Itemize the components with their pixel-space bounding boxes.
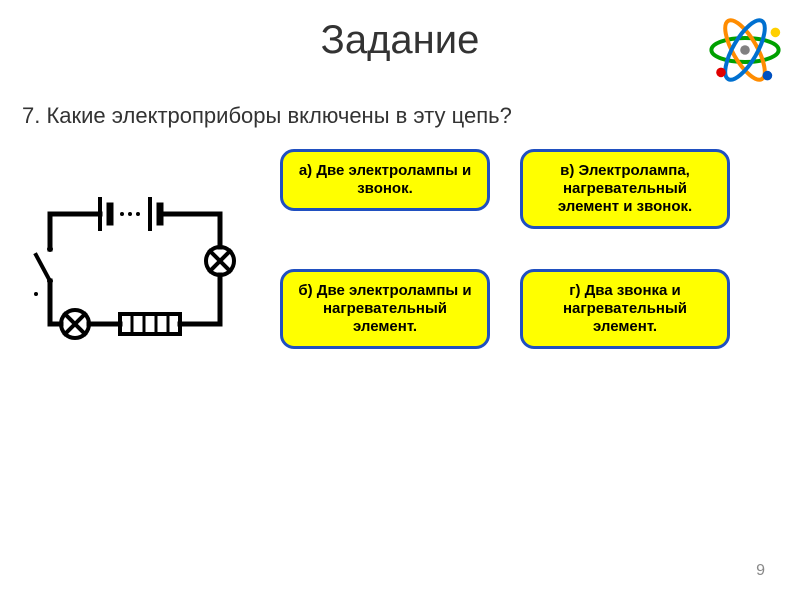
option-a[interactable]: а) Две электролампы и звонок.	[280, 149, 490, 211]
option-v[interactable]: в) Электролампа, нагревательный элемент …	[520, 149, 730, 229]
option-g[interactable]: г) Два звонка и нагревательный элемент.	[520, 269, 730, 349]
page-title: Задание	[0, 0, 800, 63]
option-b[interactable]: б) Две электролампы и нагревательный эле…	[280, 269, 490, 349]
question-text: 7. Какие электроприборы включены в эту ц…	[22, 103, 800, 129]
atom-logo-icon	[705, 10, 785, 90]
page-number: 9	[756, 562, 765, 580]
content-area: а) Две электролампы и звонок. в) Электро…	[0, 149, 800, 499]
circuit-diagram	[30, 189, 240, 349]
